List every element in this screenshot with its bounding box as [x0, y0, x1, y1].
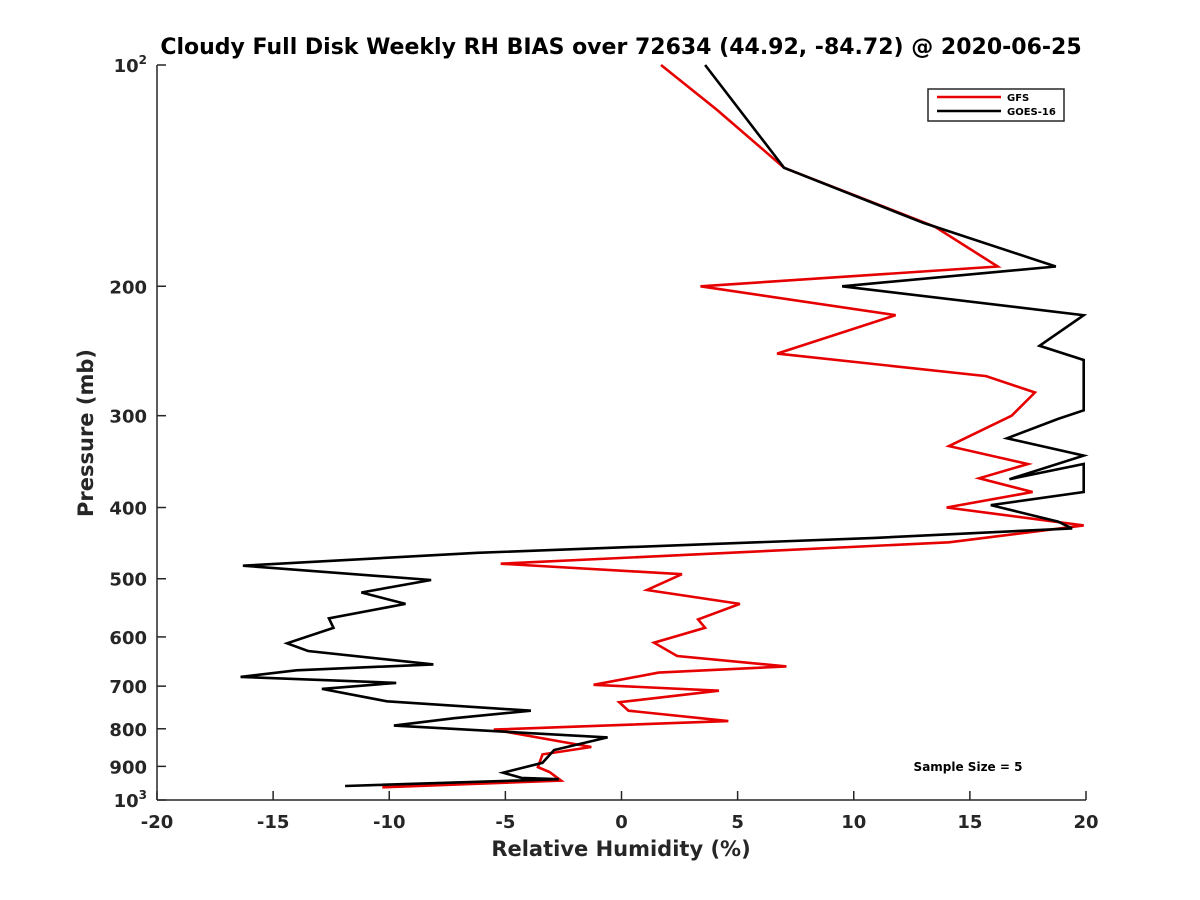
x-tick-label: -10 — [373, 812, 406, 833]
x-tick-label: 20 — [1073, 812, 1098, 833]
y-tick-label: 900 — [109, 757, 147, 778]
series-lines — [240, 63, 1089, 789]
y-tick-label: 700 — [109, 677, 147, 698]
y-ticks: 102 200 300 400 500 600 700 800 900 103 — [109, 53, 166, 812]
chart-title: Cloudy Full Disk Weekly RH BIAS over 726… — [160, 35, 1081, 60]
y-tick-label: 103 — [114, 788, 147, 812]
series-line-goes16 — [240, 64, 1089, 788]
y-tick-label: 300 — [109, 407, 147, 428]
y-tick-label: 400 — [109, 499, 147, 520]
y-tick-label: 500 — [109, 570, 147, 591]
y-tick-label: 800 — [109, 720, 147, 741]
x-tick-label: 5 — [731, 812, 744, 833]
y-tick-label: 102 — [114, 53, 147, 77]
x-tick-label: -15 — [257, 812, 290, 833]
legend-box — [927, 88, 1065, 122]
sample-size-annotation: Sample Size = 5 — [914, 760, 1023, 774]
legend-goes16-label: GOES-16 — [1007, 107, 1056, 118]
x-tick-label: 15 — [957, 812, 982, 833]
series-line-gfs — [382, 63, 1084, 789]
x-ticks: -20 -15 -10 -5 0 5 10 15 20 — [141, 791, 1099, 833]
x-tick-label: -20 — [141, 812, 174, 833]
y-tick-label: 600 — [109, 628, 147, 649]
x-tick-label: -5 — [495, 812, 515, 833]
y-axis-label: Pressure (mb) — [74, 349, 98, 517]
x-axis-label: Relative Humidity (%) — [491, 837, 750, 861]
x-tick-label: 10 — [841, 812, 866, 833]
legend: GFS GOES-16 — [927, 88, 1065, 122]
x-tick-label: 0 — [615, 812, 628, 833]
plot-area: -20 -15 -10 -5 0 5 10 15 20 102 200 300 400 500 600 70… — [109, 53, 1098, 833]
legend-gfs-label: GFS — [1007, 93, 1029, 104]
y-tick-label: 200 — [109, 277, 147, 298]
